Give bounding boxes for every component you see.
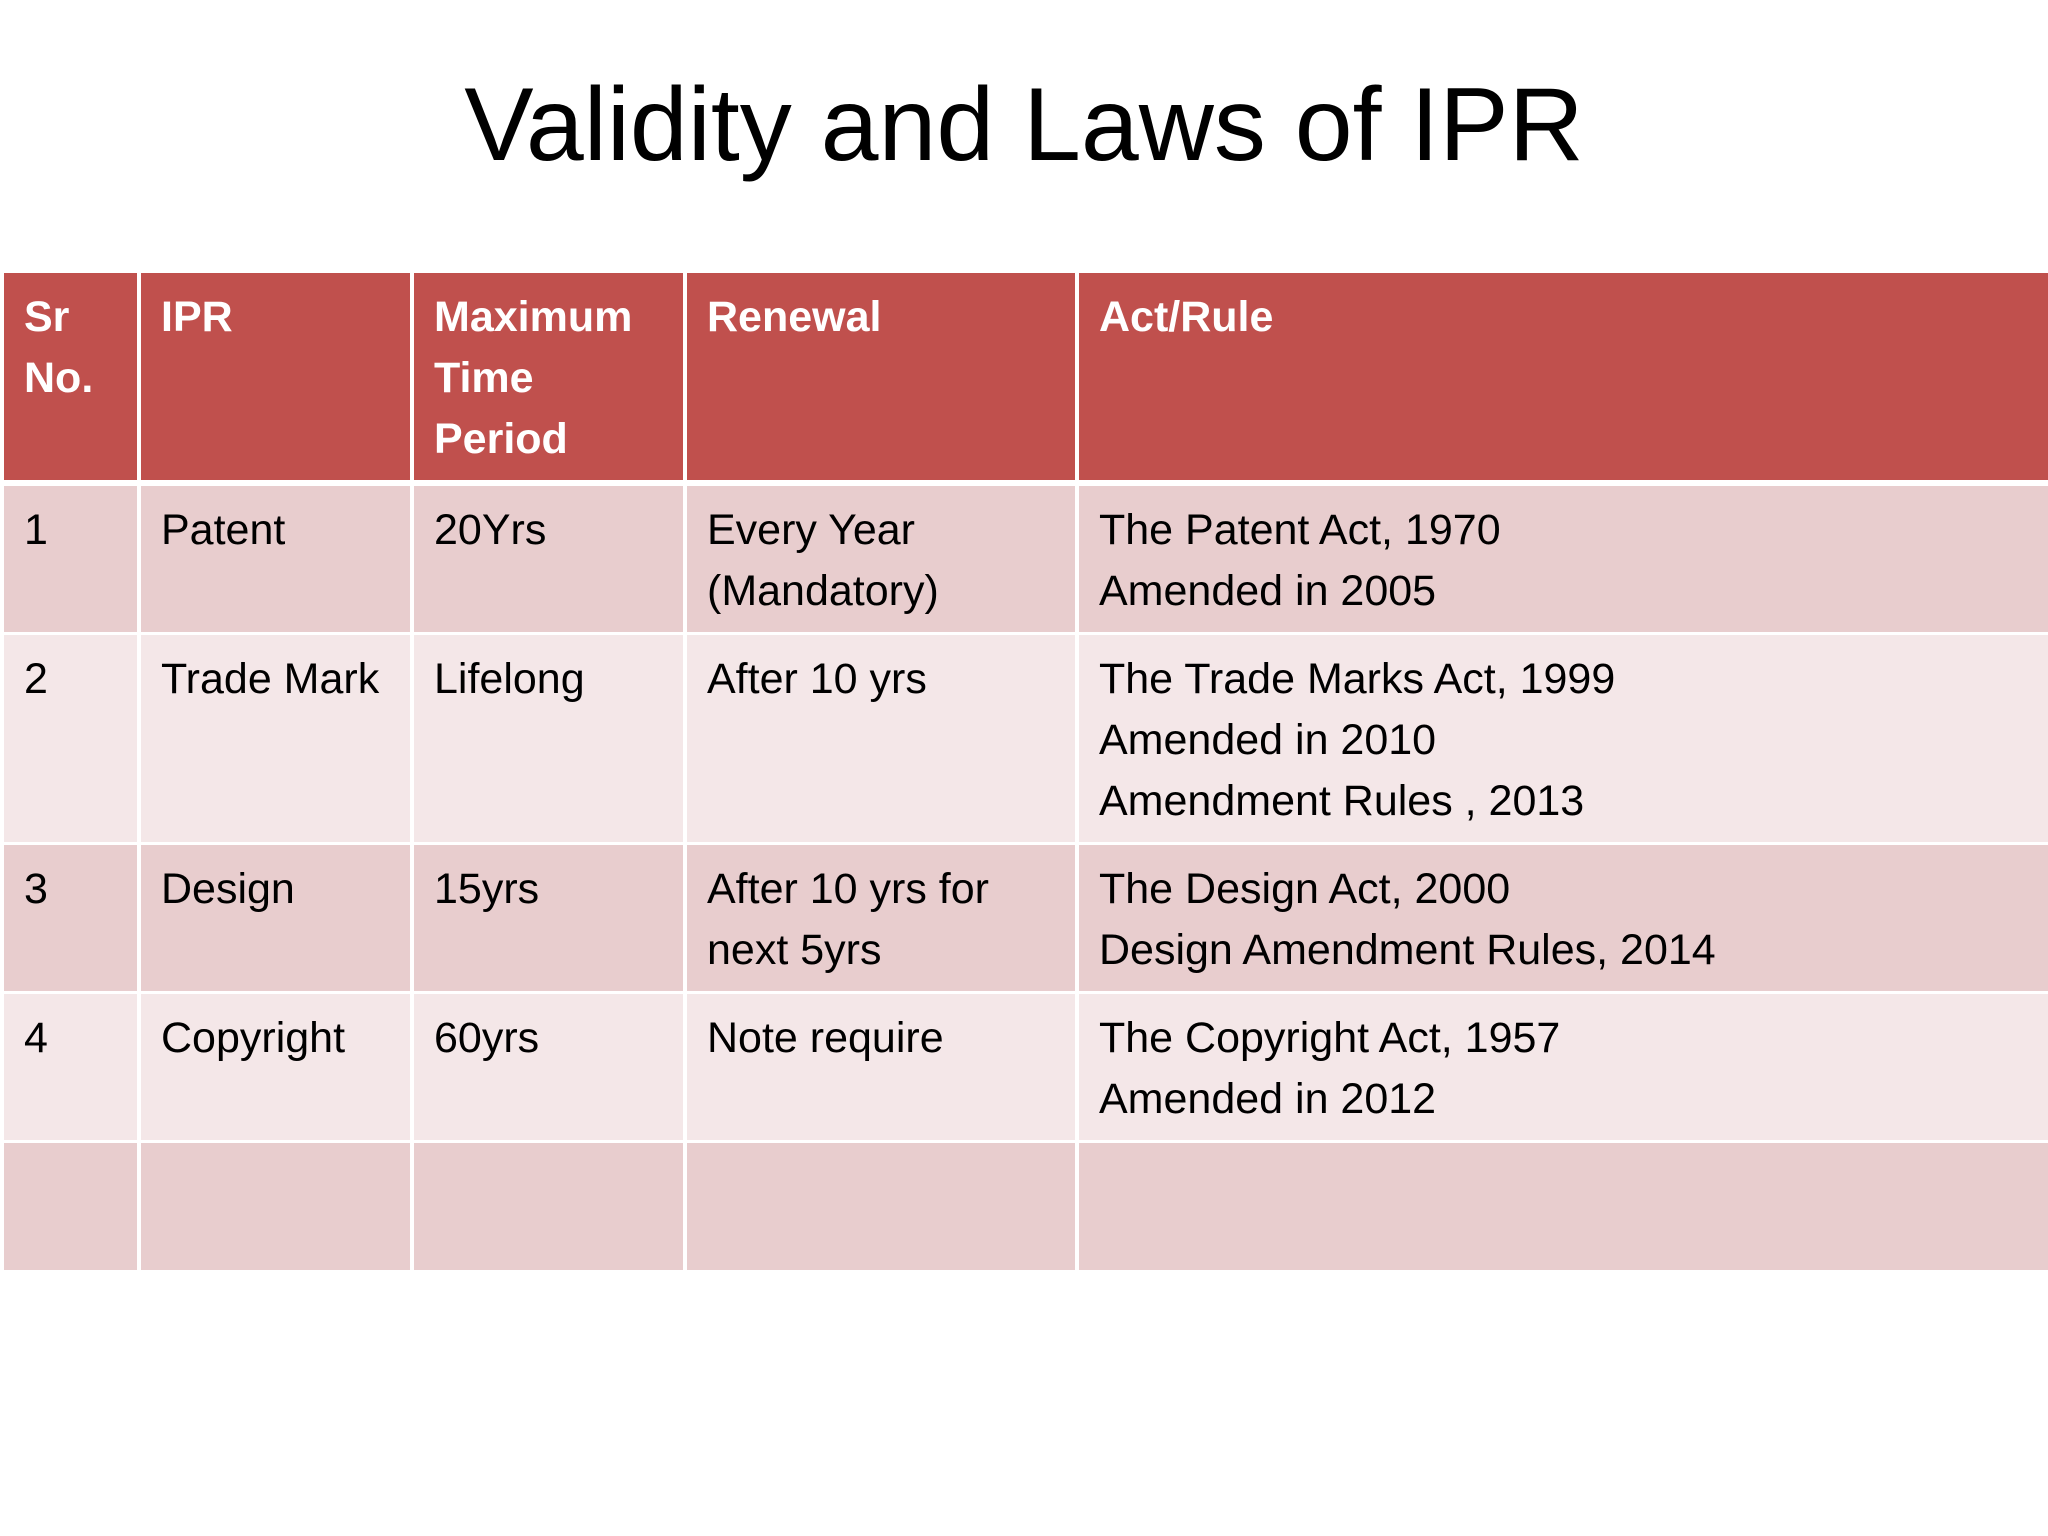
- cell-act-rule: The Patent Act, 1970 Amended in 2005: [1075, 481, 2048, 635]
- ipr-table: Sr No. IPR Maximum Time Period Renewal A…: [0, 273, 2048, 1273]
- slide-title: Validity and Laws of IPR: [464, 67, 1584, 183]
- cell-sr: 2: [0, 632, 141, 845]
- act-rule-line: The Trade Marks Act, 1999: [1099, 655, 1616, 703]
- header-ipr: IPR: [137, 273, 414, 486]
- cell-empty: [1075, 1140, 2048, 1273]
- cell-renewal: After 10 yrs for next 5yrs: [683, 842, 1079, 994]
- cell-renewal: Note require: [683, 991, 1079, 1143]
- cell-empty: [410, 1140, 687, 1273]
- table-row: 1 Patent 20Yrs Every Year (Mandatory) Th…: [0, 481, 2048, 635]
- act-rule-line: Amended in 2010: [1099, 716, 1437, 764]
- header-renewal: Renewal: [683, 273, 1079, 486]
- cell-period: 60yrs: [410, 991, 687, 1143]
- cell-empty: [0, 1140, 141, 1273]
- cell-renewal: Every Year (Mandatory): [683, 481, 1079, 635]
- act-rule-line: Amended in 2012: [1099, 1075, 1437, 1123]
- cell-period: 15yrs: [410, 842, 687, 994]
- cell-renewal: After 10 yrs: [683, 632, 1079, 845]
- cell-sr: 1: [0, 481, 141, 635]
- table-header-row: Sr No. IPR Maximum Time Period Renewal A…: [0, 273, 2048, 486]
- cell-empty: [137, 1140, 414, 1273]
- cell-period: 20Yrs: [410, 481, 687, 635]
- act-rule-line: The Copyright Act, 1957: [1099, 1014, 1561, 1062]
- table-row-empty: [0, 1140, 2048, 1273]
- table-row: 4 Copyright 60yrs Note require The Copyr…: [0, 991, 2048, 1143]
- cell-empty: [683, 1140, 1079, 1273]
- act-rule-line: The Design Act, 2000: [1099, 865, 1511, 913]
- cell-act-rule: The Trade Marks Act, 1999 Amended in 201…: [1075, 632, 2048, 845]
- header-sr-no: Sr No.: [0, 273, 141, 486]
- cell-act-rule: The Copyright Act, 1957 Amended in 2012: [1075, 991, 2048, 1143]
- act-rule-line: Amended in 2005: [1099, 567, 1437, 615]
- cell-ipr: Design: [137, 842, 414, 994]
- act-rule-line: Design Amendment Rules, 2014: [1099, 926, 1716, 974]
- table-row: 2 Trade Mark Lifelong After 10 yrs The T…: [0, 632, 2048, 845]
- table-row: 3 Design 15yrs After 10 yrs for next 5yr…: [0, 842, 2048, 994]
- header-act-rule: Act/Rule: [1075, 273, 2048, 486]
- act-rule-line: Amendment Rules , 2013: [1099, 777, 1585, 825]
- cell-ipr: Patent: [137, 481, 414, 635]
- cell-ipr: Copyright: [137, 991, 414, 1143]
- act-rule-line: The Patent Act, 1970: [1099, 506, 1501, 554]
- cell-period: Lifelong: [410, 632, 687, 845]
- header-max-time: Maximum Time Period: [410, 273, 687, 486]
- cell-sr: 4: [0, 991, 141, 1143]
- cell-sr: 3: [0, 842, 141, 994]
- cell-ipr: Trade Mark: [137, 632, 414, 845]
- cell-act-rule: The Design Act, 2000 Design Amendment Ru…: [1075, 842, 2048, 994]
